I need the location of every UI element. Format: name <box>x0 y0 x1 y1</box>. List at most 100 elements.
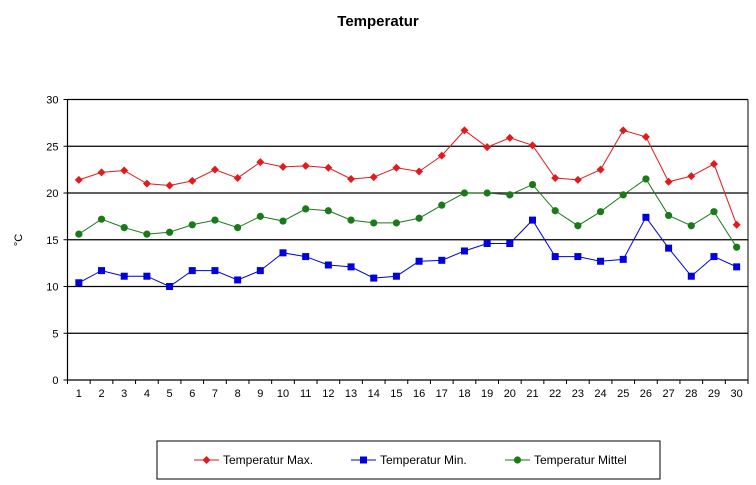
y-axis-label: °C <box>13 234 25 246</box>
x-tick-label: 1 <box>76 388 82 400</box>
data-point <box>506 239 514 247</box>
y-tick-label: 30 <box>46 95 58 107</box>
x-tick-label: 17 <box>436 388 448 400</box>
data-point <box>596 208 605 216</box>
data-point <box>75 230 83 238</box>
data-point <box>687 172 696 181</box>
series-circle <box>75 175 741 251</box>
data-point <box>234 223 242 232</box>
x-tick-label: 7 <box>212 388 218 400</box>
x-tick-label: 15 <box>390 388 402 400</box>
data-point <box>302 205 310 213</box>
data-point <box>279 249 287 257</box>
data-point <box>687 272 695 280</box>
data-point <box>188 176 197 185</box>
data-point <box>347 263 355 271</box>
x-tick-label: 29 <box>708 388 720 400</box>
chart-title: Temperatur <box>337 13 419 30</box>
data-point <box>710 253 718 261</box>
data-point <box>256 212 264 220</box>
x-tick-label: 19 <box>481 388 493 400</box>
legend-item: Temperatur Max. <box>194 453 313 467</box>
data-point <box>324 261 332 269</box>
y-tick-label: 25 <box>46 141 58 153</box>
data-point <box>120 166 129 175</box>
data-point <box>256 158 265 167</box>
data-point <box>415 214 423 222</box>
data-point <box>551 253 559 261</box>
data-point <box>324 163 333 172</box>
data-point <box>483 189 491 197</box>
legend-marker-square <box>360 456 367 464</box>
data-point <box>437 151 446 160</box>
data-point <box>460 189 469 197</box>
data-point <box>506 191 514 199</box>
x-tick-label: 2 <box>98 388 104 400</box>
x-tick-label: 5 <box>167 388 173 400</box>
data-point <box>505 133 514 142</box>
x-tick-label: 21 <box>526 388 538 400</box>
data-point <box>596 165 605 174</box>
data-point <box>642 213 650 221</box>
data-point <box>597 257 605 265</box>
data-point <box>619 191 627 199</box>
x-tick-label: 18 <box>458 388 470 400</box>
data-point <box>733 243 741 251</box>
data-point <box>233 174 242 183</box>
series-line <box>78 216 737 288</box>
x-tick-label: 8 <box>235 388 241 400</box>
x-tick-label: 25 <box>617 388 629 400</box>
data-point <box>664 177 673 186</box>
data-point <box>369 173 378 182</box>
series-diamond <box>74 126 741 229</box>
data-point <box>75 279 83 287</box>
data-point <box>733 263 741 271</box>
x-tick-label: 13 <box>345 388 357 400</box>
legend-marker-circle <box>513 456 522 464</box>
data-point <box>415 167 424 176</box>
data-point <box>74 175 83 184</box>
y-tick-label: 10 <box>46 282 58 294</box>
data-point <box>528 141 537 150</box>
data-point <box>483 143 492 152</box>
data-point <box>165 228 174 236</box>
legend-label: Temperatur Mittel <box>534 453 627 467</box>
x-tick-label: 26 <box>640 388 652 400</box>
series-line <box>78 129 738 225</box>
data-point <box>120 272 128 280</box>
data-point <box>142 179 151 188</box>
data-point <box>438 256 446 264</box>
data-point <box>347 216 355 224</box>
data-point <box>665 211 673 220</box>
x-tick-label: 16 <box>413 388 425 400</box>
data-point <box>143 272 151 280</box>
data-point <box>619 126 628 135</box>
data-point <box>98 267 106 275</box>
data-point <box>211 267 219 275</box>
y-tick-label: 15 <box>46 235 58 247</box>
x-tick-label: 23 <box>572 388 584 400</box>
data-point <box>665 244 673 252</box>
data-point <box>709 160 718 169</box>
x-tick-label: 10 <box>277 388 289 400</box>
data-point <box>165 181 174 190</box>
data-point <box>528 180 537 189</box>
data-point <box>483 239 491 247</box>
data-point <box>574 253 582 261</box>
series-line <box>78 178 738 248</box>
data-point <box>302 253 310 261</box>
x-tick-label: 22 <box>549 388 561 400</box>
x-tick-label: 12 <box>322 388 334 400</box>
data-point <box>438 201 446 209</box>
legend-label: Temperatur Max. <box>223 453 313 467</box>
data-point <box>415 257 423 265</box>
legend-item: Temperatur Min. <box>351 453 467 467</box>
x-tick-label: 3 <box>121 388 127 400</box>
data-point <box>97 215 106 223</box>
data-point <box>278 162 287 171</box>
data-point <box>143 230 151 238</box>
data-point <box>392 219 401 227</box>
data-point <box>210 165 219 174</box>
x-tick-label: 14 <box>368 388 380 400</box>
